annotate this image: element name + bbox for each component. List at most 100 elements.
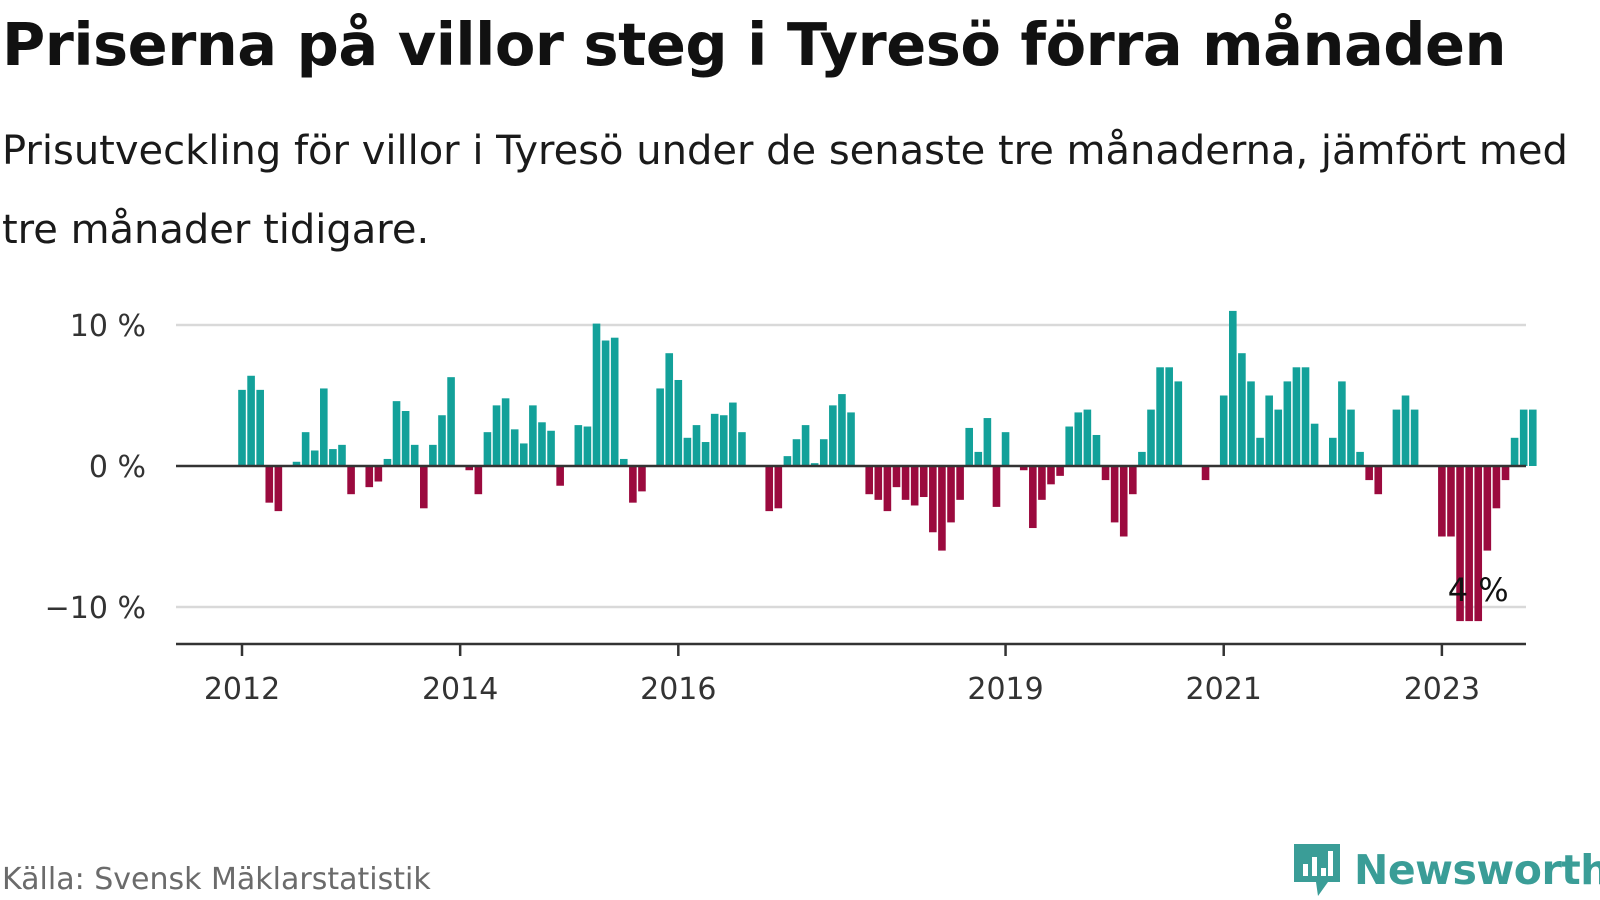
bar bbox=[801, 425, 810, 466]
bar bbox=[383, 458, 392, 466]
bar bbox=[1119, 466, 1128, 537]
bar bbox=[474, 466, 483, 495]
bar bbox=[1519, 409, 1528, 466]
bar bbox=[1329, 437, 1337, 466]
bar bbox=[320, 388, 328, 466]
bar bbox=[656, 388, 664, 466]
bar bbox=[1165, 367, 1173, 466]
bar bbox=[447, 377, 455, 466]
chart-title: Priserna på villor steg i Tyresö förra m… bbox=[2, 10, 1507, 79]
bar bbox=[983, 418, 992, 466]
bar bbox=[1501, 466, 1510, 481]
bar bbox=[1510, 437, 1519, 466]
bar bbox=[1074, 412, 1083, 466]
bar bbox=[329, 449, 337, 466]
y-tick-label: 10 % bbox=[70, 309, 146, 344]
bar bbox=[1065, 426, 1073, 466]
bar bbox=[919, 466, 928, 498]
x-tick-label: 2019 bbox=[967, 672, 1043, 707]
bar bbox=[410, 444, 419, 466]
bar bbox=[510, 429, 519, 466]
bar bbox=[892, 466, 901, 488]
bar bbox=[638, 466, 646, 492]
bar bbox=[247, 375, 255, 466]
bar bbox=[819, 439, 828, 466]
source-note: Källa: Svensk Mäklarstatistik bbox=[2, 862, 431, 897]
bar bbox=[556, 466, 564, 486]
bar bbox=[1256, 437, 1264, 466]
bar bbox=[674, 379, 683, 466]
brand-name: Newsworthy bbox=[1354, 846, 1600, 894]
bar bbox=[1001, 432, 1010, 466]
bar bbox=[910, 466, 919, 506]
bar bbox=[1392, 409, 1401, 466]
bar bbox=[1283, 381, 1292, 466]
chart-subtitle: Prisutveckling för villor i Tyresö under… bbox=[2, 128, 1568, 254]
bar bbox=[365, 466, 374, 488]
bar bbox=[874, 466, 883, 500]
bar bbox=[974, 451, 983, 466]
bar bbox=[1356, 451, 1364, 466]
bar bbox=[792, 439, 801, 466]
bar bbox=[1274, 409, 1283, 466]
bar bbox=[1292, 367, 1301, 466]
bar bbox=[1038, 466, 1046, 500]
bar bbox=[492, 405, 501, 466]
bar bbox=[1219, 395, 1228, 466]
bar bbox=[347, 466, 355, 495]
bar bbox=[538, 422, 546, 466]
bar bbox=[1047, 466, 1055, 485]
bar bbox=[601, 340, 610, 466]
bar bbox=[692, 425, 701, 466]
bar bbox=[1156, 367, 1164, 466]
bar bbox=[1347, 409, 1355, 466]
bar bbox=[1083, 409, 1092, 466]
bar bbox=[592, 323, 601, 466]
bar bbox=[374, 466, 383, 482]
bar bbox=[583, 426, 592, 466]
bar bbox=[547, 430, 555, 466]
bar bbox=[783, 456, 792, 466]
bar bbox=[483, 432, 492, 466]
bar bbox=[310, 450, 319, 466]
chart-bubble-icon bbox=[1294, 844, 1340, 896]
bar bbox=[829, 405, 837, 466]
grid-layer bbox=[176, 323, 1526, 609]
bar bbox=[965, 427, 973, 466]
bar bbox=[1310, 423, 1319, 466]
bar bbox=[256, 389, 264, 466]
bar bbox=[1147, 409, 1155, 466]
bar bbox=[1101, 466, 1110, 481]
bar bbox=[465, 466, 474, 471]
bar bbox=[1483, 466, 1492, 551]
bar bbox=[838, 394, 846, 466]
bar bbox=[1365, 466, 1373, 481]
bar bbox=[1138, 451, 1146, 466]
bar bbox=[683, 437, 692, 466]
bar bbox=[956, 466, 964, 500]
x-tick-label: 2023 bbox=[1404, 672, 1480, 707]
bar bbox=[420, 466, 428, 509]
bar bbox=[1056, 466, 1064, 476]
bar bbox=[1447, 466, 1455, 537]
bar bbox=[710, 413, 719, 466]
bar bbox=[1438, 466, 1446, 537]
x-tick-label: 2016 bbox=[640, 672, 716, 707]
bar bbox=[1410, 409, 1419, 466]
bar bbox=[865, 466, 874, 495]
bar bbox=[1265, 395, 1273, 466]
bar bbox=[1029, 466, 1037, 529]
bar bbox=[529, 405, 537, 466]
bar bbox=[947, 466, 955, 523]
bar bbox=[701, 442, 710, 466]
bar bbox=[619, 458, 628, 466]
bar bbox=[929, 466, 937, 533]
bar bbox=[238, 389, 246, 466]
axis-layer: 10 % 0 % −10 % 2012 2014 2016 2019 2021 2023 4 % bbox=[45, 309, 1526, 707]
y-tick-label: 0 % bbox=[89, 450, 146, 485]
bar bbox=[901, 466, 910, 500]
bar bbox=[1456, 466, 1464, 622]
bar bbox=[1465, 466, 1473, 622]
bar bbox=[501, 398, 510, 466]
